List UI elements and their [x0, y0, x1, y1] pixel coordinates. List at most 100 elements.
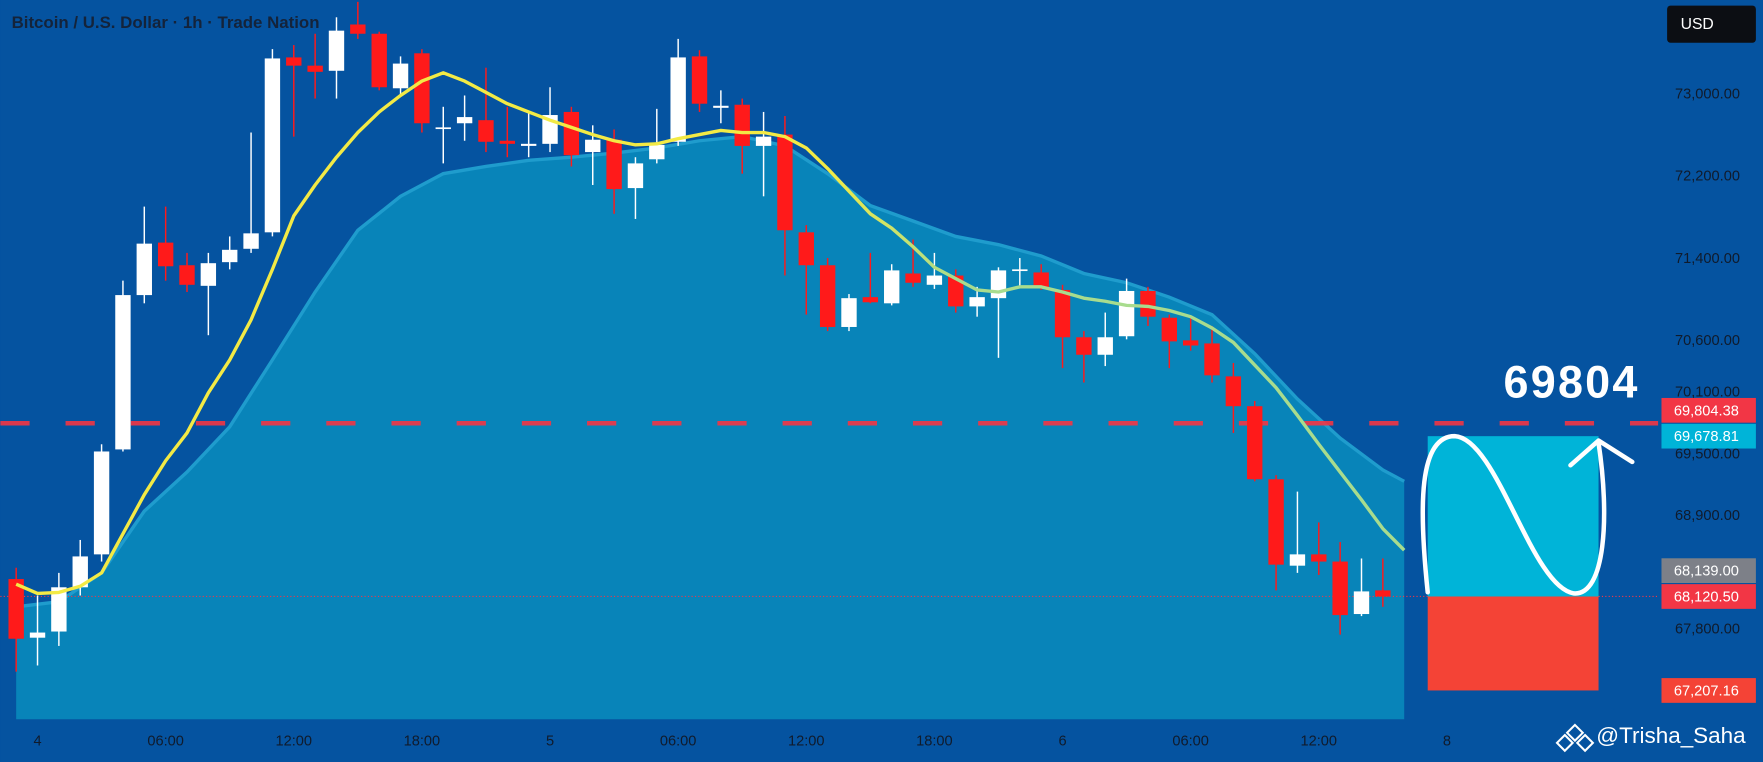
- x-tick-label: 5: [546, 734, 554, 750]
- candle-body: [179, 265, 195, 285]
- annotation: 69804: [1503, 356, 1639, 407]
- candle-body: [499, 140, 516, 144]
- x-tick-label: 6: [1058, 734, 1066, 750]
- candle-body: [1332, 561, 1348, 616]
- candle-body: [755, 136, 772, 146]
- candle-body: [1353, 591, 1370, 615]
- candle-body: [1161, 317, 1177, 342]
- candle-layer: [8, 1, 1391, 672]
- y-tick-label: 67,800.00: [1675, 621, 1740, 637]
- candle-body: [1225, 376, 1242, 407]
- candle-body: [948, 275, 964, 307]
- candle-body: [585, 139, 601, 153]
- stop-zone: [1427, 596, 1599, 691]
- candle-body: [29, 632, 46, 638]
- candle-body: [286, 57, 302, 66]
- candle-body: [1182, 340, 1199, 346]
- candle-body: [328, 30, 345, 71]
- candle-body: [1204, 343, 1220, 376]
- y-tick-label: 70,100.00: [1675, 385, 1740, 401]
- candle-body: [1140, 290, 1156, 317]
- candle-body: [1118, 290, 1135, 337]
- price-label: 68,120.50: [1674, 589, 1739, 605]
- candle-body: [1375, 590, 1391, 597]
- candle-body: [990, 270, 1007, 299]
- candle-body: [350, 24, 366, 34]
- candle-body: [627, 163, 644, 189]
- candle-body: [243, 233, 259, 249]
- curved-arrow: [1420, 433, 1635, 596]
- currency-label[interactable]: USD: [1681, 16, 1714, 33]
- price-label-box: [1661, 584, 1756, 609]
- candle-body: [8, 579, 24, 639]
- price-label: 69,804.38: [1674, 403, 1739, 419]
- candle-body: [926, 275, 943, 285]
- candle-body: [563, 111, 580, 156]
- moving-average-line: [15, 71, 1406, 596]
- y-tick-label: 71,400.00: [1675, 251, 1740, 267]
- candle-body: [969, 297, 985, 307]
- candle-body: [72, 556, 88, 588]
- candle-body: [51, 587, 67, 632]
- candle-body: [136, 243, 152, 296]
- candle-body: [1097, 337, 1113, 355]
- x-tick-label: 06:00: [147, 734, 184, 750]
- candle-body: [520, 143, 537, 146]
- candle-body: [414, 53, 430, 124]
- x-tick-label: 8: [1443, 734, 1451, 750]
- candle-body: [841, 298, 857, 327]
- candle-body: [456, 117, 473, 124]
- price-label-box: [1661, 397, 1756, 423]
- price-label: 67,207.16: [1674, 683, 1739, 699]
- price-label: 68,139.00: [1674, 564, 1739, 580]
- x-tick-label: 06:00: [660, 734, 697, 750]
- candle-body: [691, 56, 708, 104]
- candle-body: [1033, 272, 1049, 288]
- watermark-logo: [1555, 723, 1595, 753]
- candle-body: [307, 65, 323, 72]
- candle-body: [264, 58, 281, 233]
- x-tick-label: 12:00: [275, 734, 312, 750]
- position-layer: [1427, 436, 1599, 691]
- candle-body: [777, 134, 793, 231]
- candle-body: [1247, 406, 1263, 480]
- area-layer: [15, 134, 1406, 720]
- area-edge: [15, 134, 1406, 609]
- candle-body: [905, 273, 921, 283]
- candle-body: [1311, 554, 1327, 562]
- price-label: 69,678.81: [1674, 429, 1739, 445]
- candle-body: [649, 144, 665, 160]
- x-tick-label: 18:00: [404, 734, 441, 750]
- area: [16, 136, 1405, 720]
- currency-button[interactable]: [1667, 5, 1756, 43]
- y-tick-label: 68,900.00: [1675, 508, 1740, 524]
- x-tick-label: 06:00: [1172, 734, 1209, 750]
- candle-body: [1268, 479, 1284, 565]
- y-tick-label: 70,600.00: [1675, 333, 1740, 349]
- level-layer: [0, 420, 1659, 598]
- candle-body: [93, 451, 110, 555]
- y-tick-label: 69,500.00: [1675, 446, 1740, 462]
- candle-body: [1012, 269, 1028, 272]
- x-tick-label: 12:00: [1301, 734, 1338, 750]
- price-label-box: [1661, 678, 1756, 703]
- line-layer: [15, 71, 1406, 596]
- candle-body: [670, 57, 686, 142]
- candle-body: [157, 242, 174, 267]
- x-tick-label: 4: [33, 734, 41, 750]
- candle-body: [862, 297, 879, 303]
- candle-body: [200, 263, 217, 286]
- candle-body: [435, 127, 451, 130]
- candle-body: [1076, 337, 1092, 355]
- candle-body: [713, 105, 729, 108]
- candle-body: [819, 265, 836, 327]
- candle-body: [606, 139, 622, 190]
- candle-body: [115, 295, 131, 450]
- candle-body: [734, 104, 750, 146]
- x-tick-label: 12:00: [788, 734, 825, 750]
- candle-body: [798, 232, 814, 266]
- y-tick-label: 73,000.00: [1675, 86, 1740, 102]
- candle-body: [1289, 554, 1306, 566]
- candle-body: [478, 120, 494, 142]
